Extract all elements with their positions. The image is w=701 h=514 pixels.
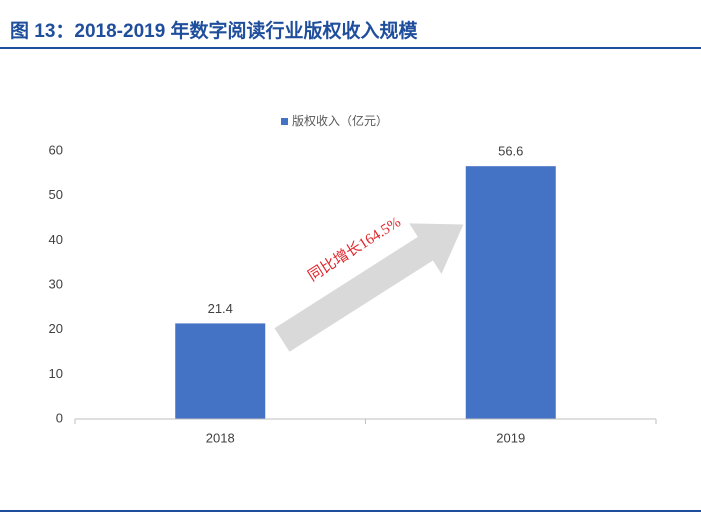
bar (465, 166, 556, 419)
legend-label: 版权收入（亿元） (292, 113, 388, 128)
x-tick-label: 2019 (496, 430, 525, 445)
growth-arrow (274, 223, 464, 352)
y-tick-label: 40 (49, 232, 63, 247)
y-tick-label: 20 (49, 321, 63, 336)
chart-title: 图 13：2018-2019 年数字阅读行业版权收入规模 (10, 19, 419, 42)
bar (175, 323, 266, 419)
arrow-shape (274, 223, 464, 352)
y-tick-label: 60 (49, 142, 63, 157)
x-tick-label: 2018 (206, 430, 235, 445)
data-label: 56.6 (498, 144, 523, 159)
data-label: 21.4 (208, 301, 233, 316)
y-tick-label: 10 (49, 366, 63, 381)
y-tick-label: 30 (49, 276, 63, 291)
y-tick-label: 50 (49, 187, 63, 202)
y-tick-label: 0 (56, 410, 63, 425)
legend-swatch (281, 118, 288, 125)
